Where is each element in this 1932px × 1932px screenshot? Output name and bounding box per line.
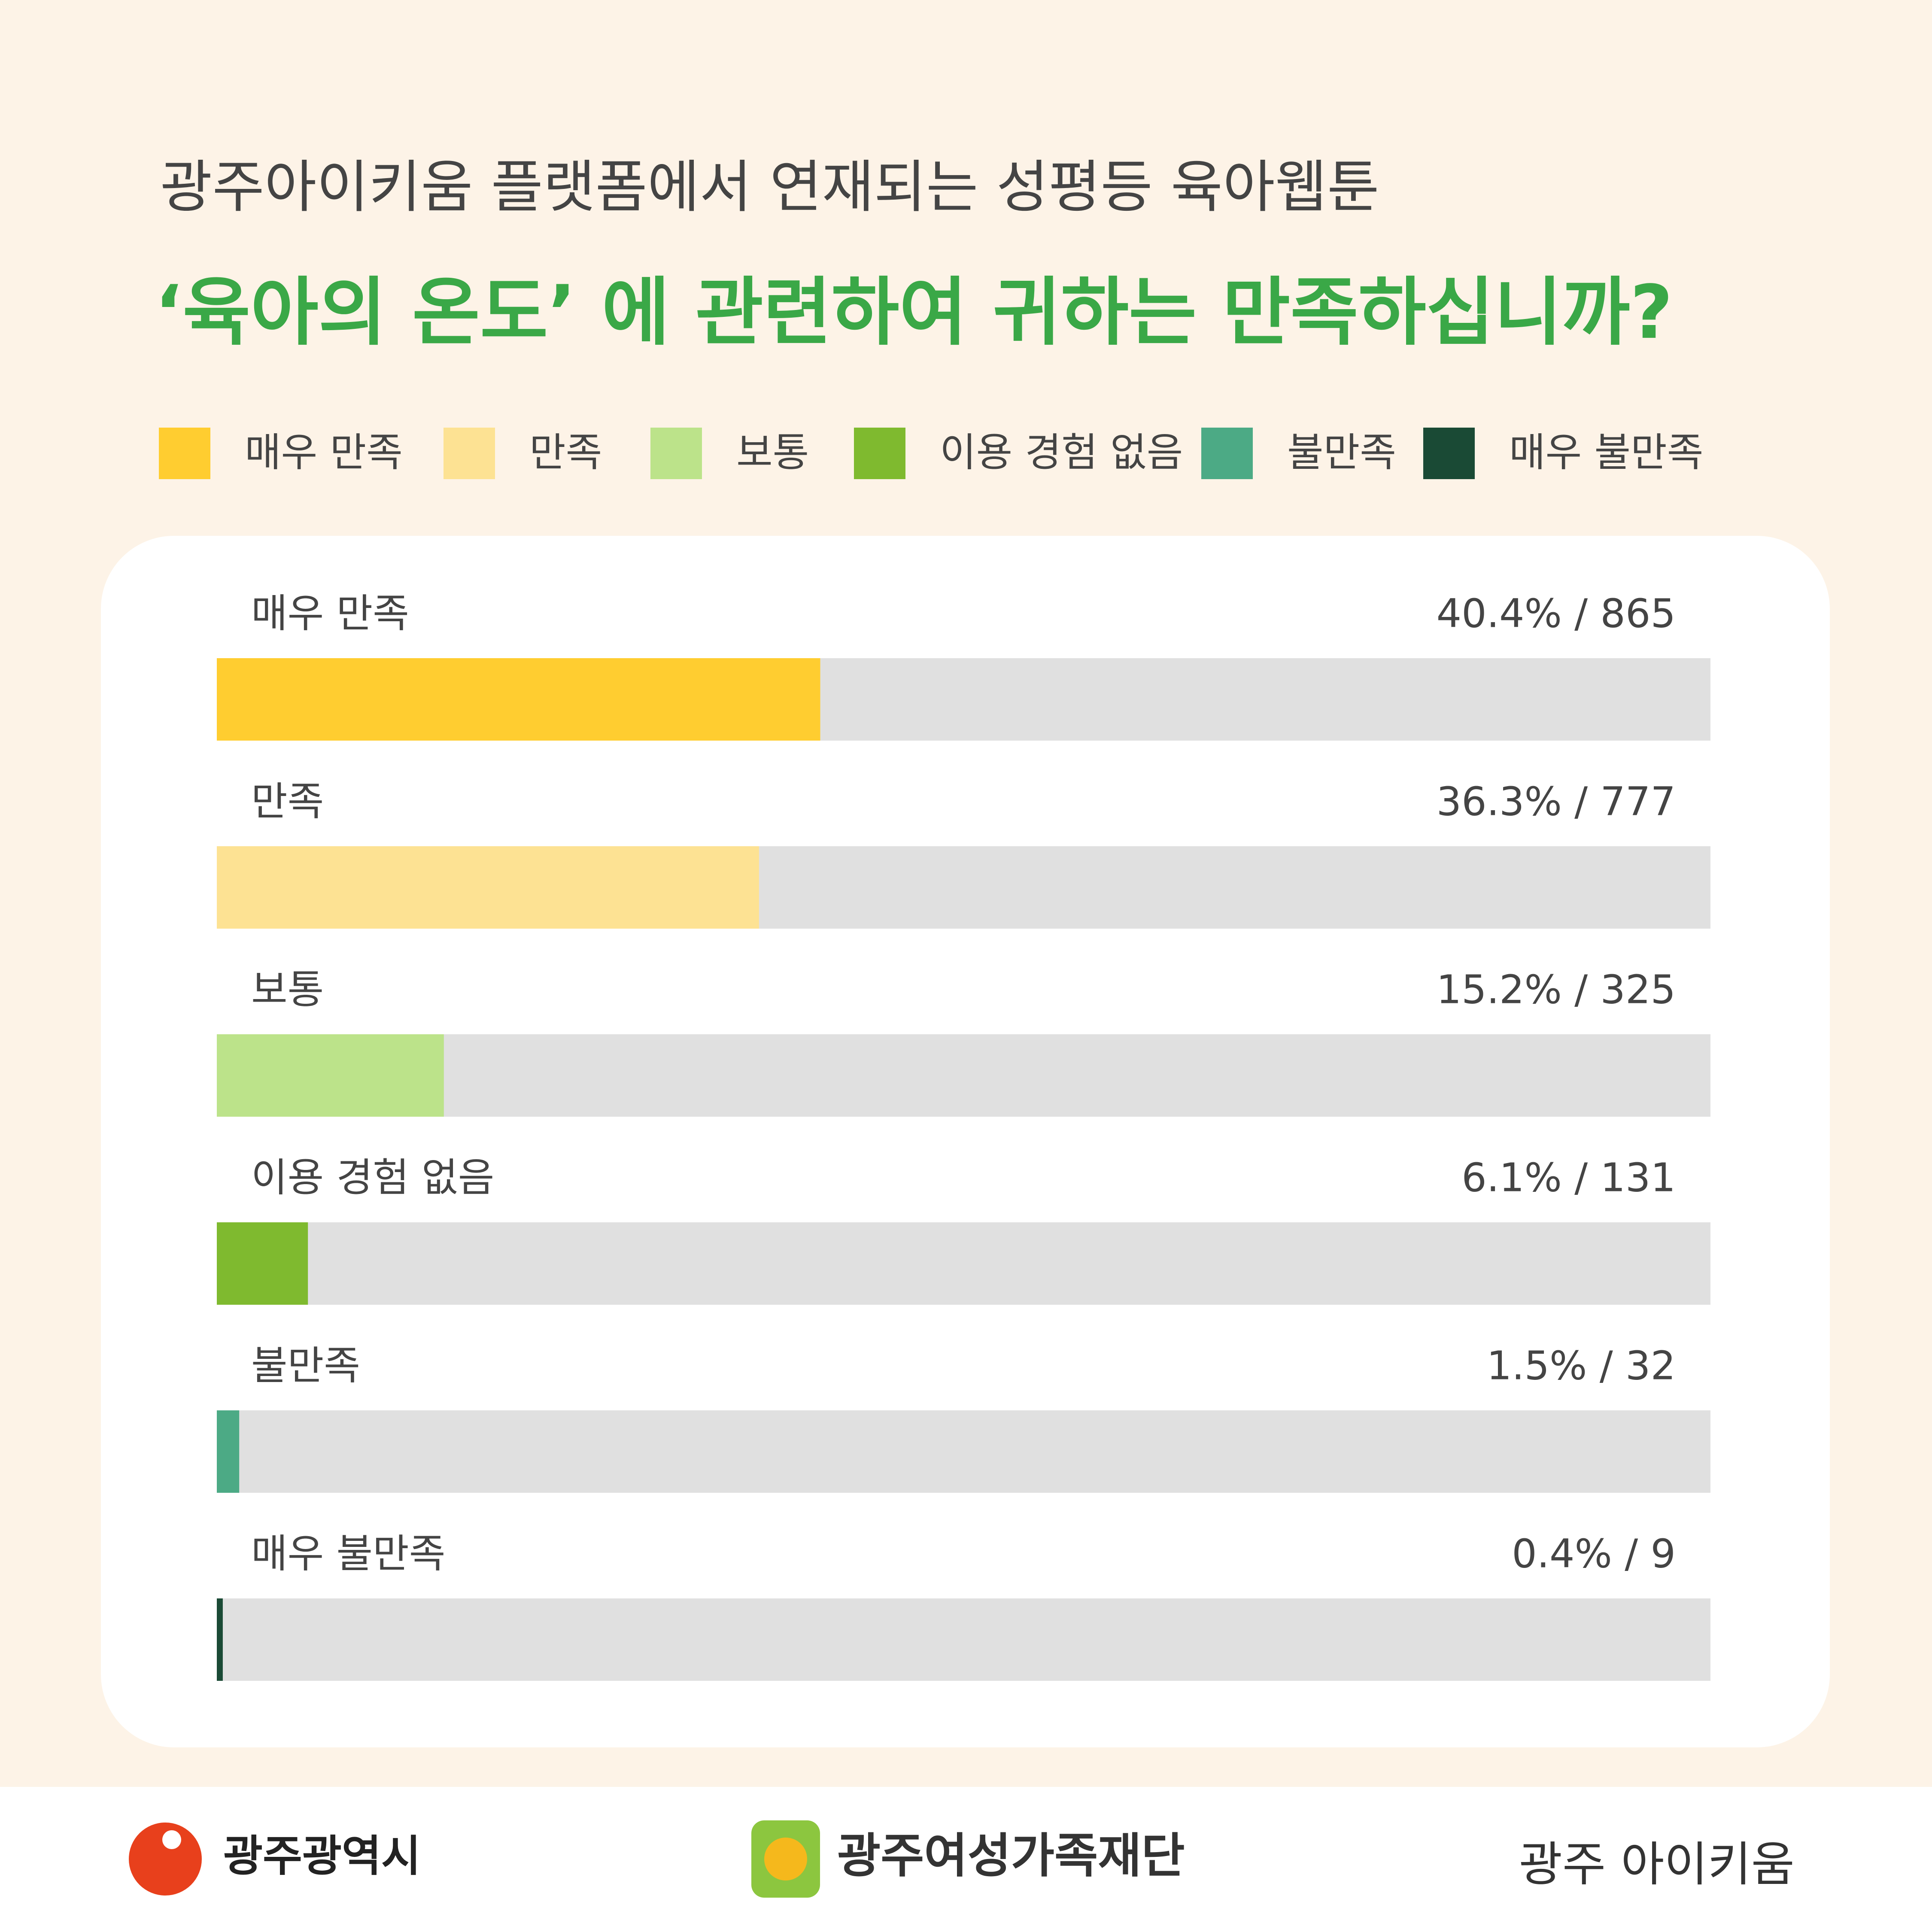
category-label: 만족: [251, 778, 324, 824]
category-label: 매우 불만족: [251, 1531, 445, 1577]
footer-logo-ikium: 광주 아이키움: [1519, 1837, 1795, 1892]
bar-track: [217, 1410, 1710, 1493]
logo-icon-flower: [764, 1838, 807, 1880]
chart-title: ‘육아의 온도’ 에 관련하여 귀하는 만족하십니까?: [155, 269, 1673, 355]
legend-swatch: [854, 428, 905, 479]
bar: [217, 1034, 444, 1117]
footer-logo-text: 광주 아이키움: [1519, 1837, 1795, 1892]
logo-icon-dot: [162, 1830, 181, 1849]
footer-logo-foundation: 광주여성가족재단: [751, 1820, 1185, 1898]
legend-label: 매우 만족: [245, 429, 403, 475]
legend-swatch: [1201, 428, 1253, 479]
bar: [217, 1222, 308, 1305]
bar: [217, 1598, 223, 1681]
category-label: 보통: [251, 966, 324, 1012]
legend-label: 만족: [529, 429, 602, 475]
bar: [217, 846, 759, 929]
category-label: 이용 경험 없음: [251, 1154, 494, 1200]
value-label: 1.5% / 32: [1487, 1343, 1676, 1388]
footer-logo-text: 광주광역시: [223, 1831, 421, 1881]
legend-label: 불만족: [1287, 429, 1396, 475]
legend-label: 매우 불만족: [1509, 429, 1703, 475]
bar-track: [217, 1598, 1710, 1681]
footer-logo-text: 광주여성가족재단: [837, 1828, 1185, 1883]
category-label: 매우 만족: [251, 590, 409, 636]
legend-label: 보통: [736, 429, 809, 475]
footer-logo-gwangju: 광주광역시: [129, 1823, 421, 1896]
legend-label: 이용 경험 없음: [940, 429, 1183, 475]
value-label: 15.2% / 325: [1437, 966, 1676, 1012]
legend-swatch: [444, 428, 495, 479]
value-label: 36.3% / 777: [1437, 778, 1676, 824]
logo-icon: [129, 1823, 202, 1896]
bar: [217, 1410, 240, 1493]
value-label: 40.4% / 865: [1437, 590, 1676, 636]
chart-subtitle: 광주아이키움 플랫폼에서 연재되는 성평등 육아웹툰: [160, 154, 1379, 220]
bar: [217, 658, 820, 741]
category-label: 불만족: [251, 1343, 360, 1388]
bar-track: [217, 1034, 1710, 1117]
value-label: 0.4% / 9: [1512, 1531, 1676, 1577]
footer-band: [0, 1787, 1932, 1932]
value-label: 6.1% / 131: [1461, 1154, 1676, 1200]
bar-track: [217, 1222, 1710, 1305]
legend-swatch: [650, 428, 702, 479]
legend-swatch: [1423, 428, 1475, 479]
legend-swatch: [159, 428, 210, 479]
